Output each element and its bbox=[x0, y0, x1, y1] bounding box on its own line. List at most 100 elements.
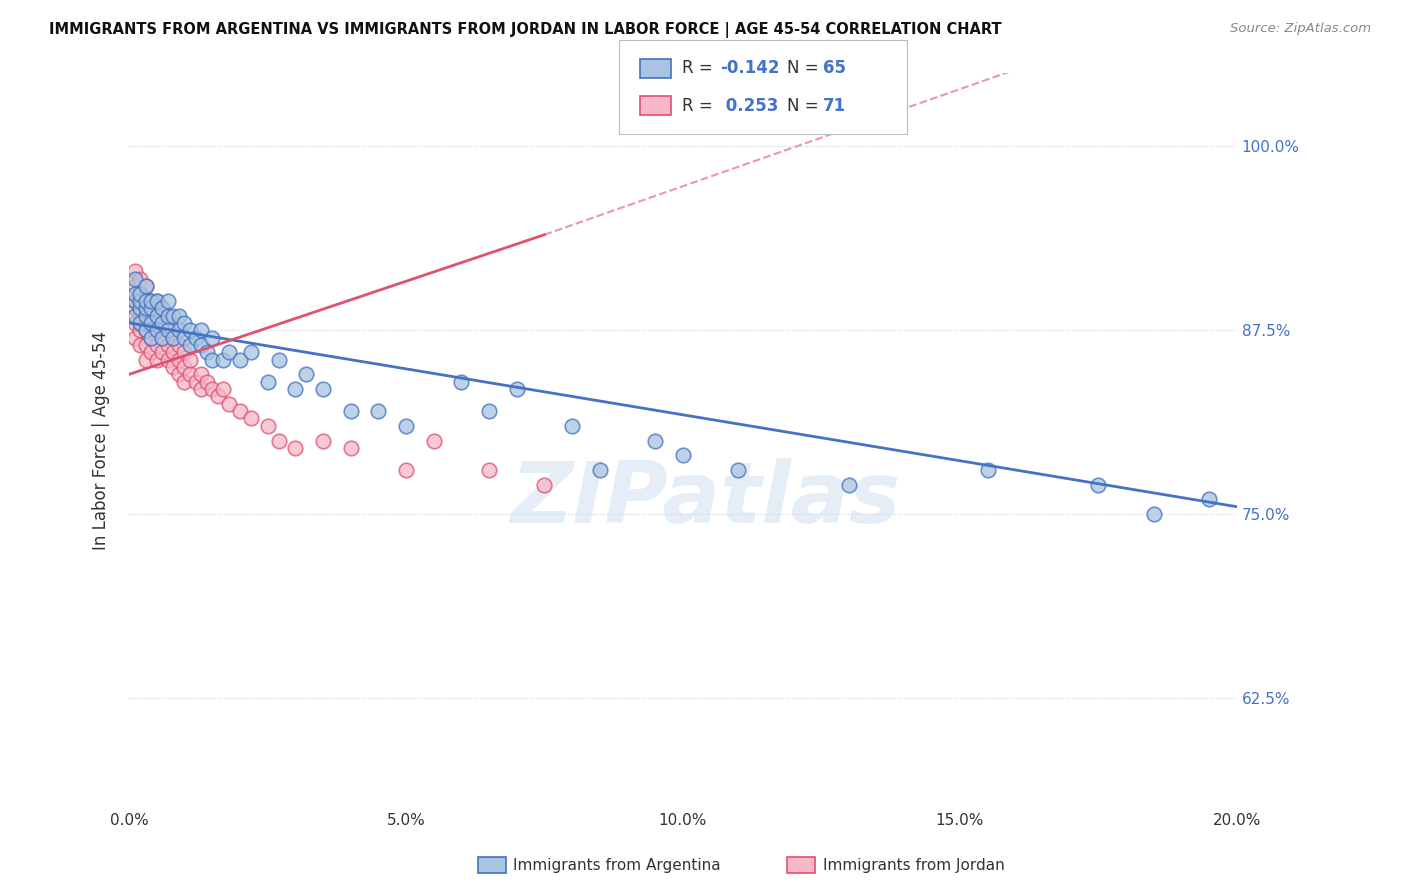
Text: 65: 65 bbox=[823, 60, 845, 78]
Point bbox=[141, 293, 163, 308]
Point bbox=[141, 309, 163, 323]
Point bbox=[141, 316, 163, 330]
Point bbox=[129, 293, 152, 308]
Point bbox=[162, 345, 184, 359]
Point bbox=[150, 345, 173, 359]
Point bbox=[167, 309, 190, 323]
Point bbox=[146, 309, 169, 323]
Point bbox=[179, 352, 201, 367]
Point bbox=[284, 441, 307, 455]
Text: R =: R = bbox=[682, 60, 718, 78]
Point bbox=[173, 330, 195, 344]
Point bbox=[124, 330, 146, 344]
Point bbox=[129, 316, 152, 330]
Point bbox=[184, 375, 207, 389]
Point bbox=[184, 330, 207, 344]
Point bbox=[124, 293, 146, 308]
Point bbox=[141, 316, 163, 330]
Point bbox=[135, 293, 157, 308]
Point bbox=[190, 382, 212, 396]
Point bbox=[124, 286, 146, 301]
Text: Source: ZipAtlas.com: Source: ZipAtlas.com bbox=[1230, 22, 1371, 36]
Point bbox=[141, 293, 163, 308]
Point bbox=[135, 323, 157, 337]
Point bbox=[672, 448, 695, 462]
Point bbox=[135, 279, 157, 293]
Text: ZIPatlas: ZIPatlas bbox=[510, 458, 900, 541]
Point bbox=[179, 323, 201, 337]
Point bbox=[976, 463, 998, 477]
Point bbox=[173, 359, 195, 374]
Point bbox=[124, 293, 146, 308]
Point bbox=[129, 309, 152, 323]
Point bbox=[229, 352, 252, 367]
Point bbox=[195, 345, 218, 359]
Point bbox=[135, 309, 157, 323]
Point bbox=[284, 382, 307, 396]
Point bbox=[129, 338, 152, 352]
Point bbox=[312, 382, 335, 396]
Point bbox=[173, 316, 195, 330]
Point bbox=[167, 338, 190, 352]
Point bbox=[135, 323, 157, 337]
Point bbox=[141, 330, 163, 344]
Text: 71: 71 bbox=[823, 96, 845, 114]
Point bbox=[367, 404, 389, 418]
Point bbox=[506, 382, 529, 396]
Point bbox=[201, 382, 224, 396]
Point bbox=[561, 418, 583, 433]
Point bbox=[395, 463, 418, 477]
Y-axis label: In Labor Force | Age 45-54: In Labor Force | Age 45-54 bbox=[93, 331, 110, 550]
Point bbox=[156, 352, 179, 367]
Point bbox=[1143, 507, 1166, 521]
Point bbox=[173, 345, 195, 359]
Text: N =: N = bbox=[787, 96, 824, 114]
Point bbox=[135, 338, 157, 352]
Point bbox=[135, 279, 157, 293]
Point bbox=[339, 404, 361, 418]
Point bbox=[124, 316, 146, 330]
Point bbox=[450, 375, 472, 389]
Point bbox=[201, 330, 224, 344]
Point bbox=[644, 434, 666, 448]
Point bbox=[129, 301, 152, 316]
Point bbox=[190, 368, 212, 382]
Text: Immigrants from Argentina: Immigrants from Argentina bbox=[513, 858, 721, 872]
Point bbox=[156, 309, 179, 323]
Point bbox=[201, 352, 224, 367]
Point bbox=[129, 323, 152, 337]
Point bbox=[195, 375, 218, 389]
Point bbox=[162, 330, 184, 344]
Point bbox=[156, 323, 179, 337]
Text: R =: R = bbox=[682, 96, 718, 114]
Point bbox=[1198, 492, 1220, 507]
Point bbox=[156, 293, 179, 308]
Point bbox=[218, 397, 240, 411]
Point bbox=[589, 463, 612, 477]
Point bbox=[129, 316, 152, 330]
Point bbox=[135, 301, 157, 316]
Point bbox=[239, 411, 262, 425]
Point bbox=[124, 264, 146, 278]
Text: -0.142: -0.142 bbox=[720, 60, 779, 78]
Point bbox=[173, 375, 195, 389]
Point bbox=[190, 338, 212, 352]
Point bbox=[129, 286, 152, 301]
Point bbox=[395, 418, 418, 433]
Point bbox=[135, 293, 157, 308]
Point bbox=[146, 338, 169, 352]
Point bbox=[146, 352, 169, 367]
Point bbox=[156, 338, 179, 352]
Point bbox=[156, 309, 179, 323]
Point bbox=[124, 286, 146, 301]
Point bbox=[150, 330, 173, 344]
Point bbox=[212, 352, 235, 367]
Point bbox=[207, 389, 229, 403]
Point bbox=[167, 352, 190, 367]
Point bbox=[1087, 477, 1109, 491]
Point bbox=[179, 338, 201, 352]
Point bbox=[229, 404, 252, 418]
Point bbox=[146, 323, 169, 337]
Point bbox=[838, 477, 860, 491]
Point bbox=[212, 382, 235, 396]
